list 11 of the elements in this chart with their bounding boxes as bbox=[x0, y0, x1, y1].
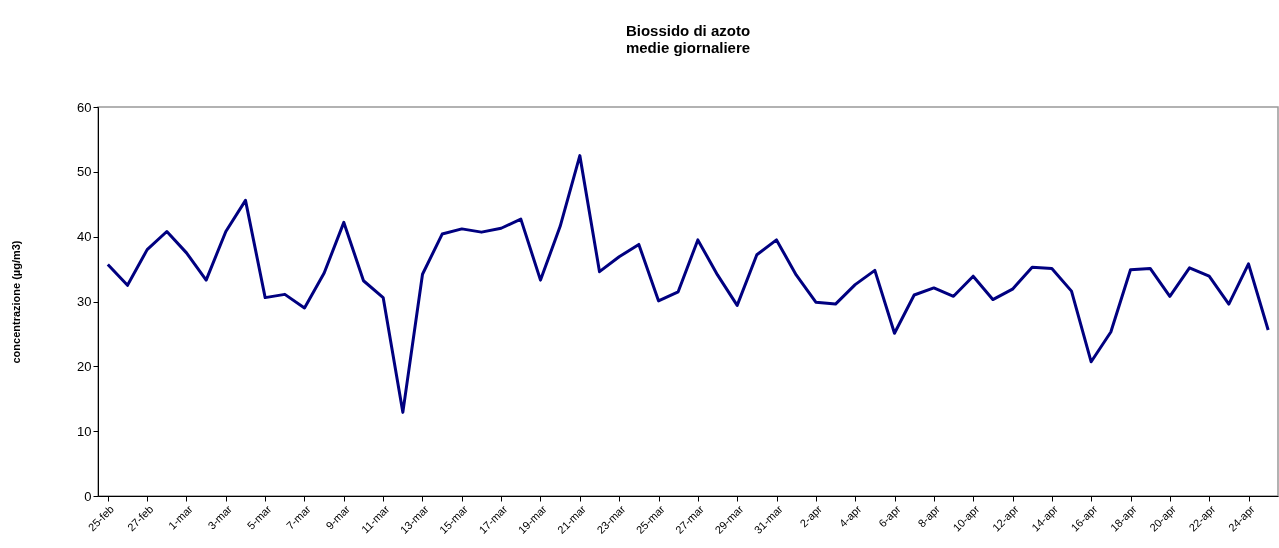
y-tick-label: 30 bbox=[77, 294, 92, 309]
y-tick-label: 40 bbox=[77, 229, 92, 245]
y-tick-label: 20 bbox=[77, 358, 92, 374]
y-tick-label: 0 bbox=[84, 488, 92, 504]
chart-title: Biossido di azoto bbox=[625, 22, 751, 39]
y-tick-label: 50 bbox=[77, 164, 92, 180]
y-tick-label: 60 bbox=[77, 99, 92, 115]
line-series bbox=[106, 154, 1270, 414]
y-tick-label: 10 bbox=[77, 423, 92, 439]
chart-subtitle: medie giornaliere bbox=[625, 39, 751, 56]
y-axis-title: concentrazione (µg/m3) bbox=[10, 240, 23, 364]
